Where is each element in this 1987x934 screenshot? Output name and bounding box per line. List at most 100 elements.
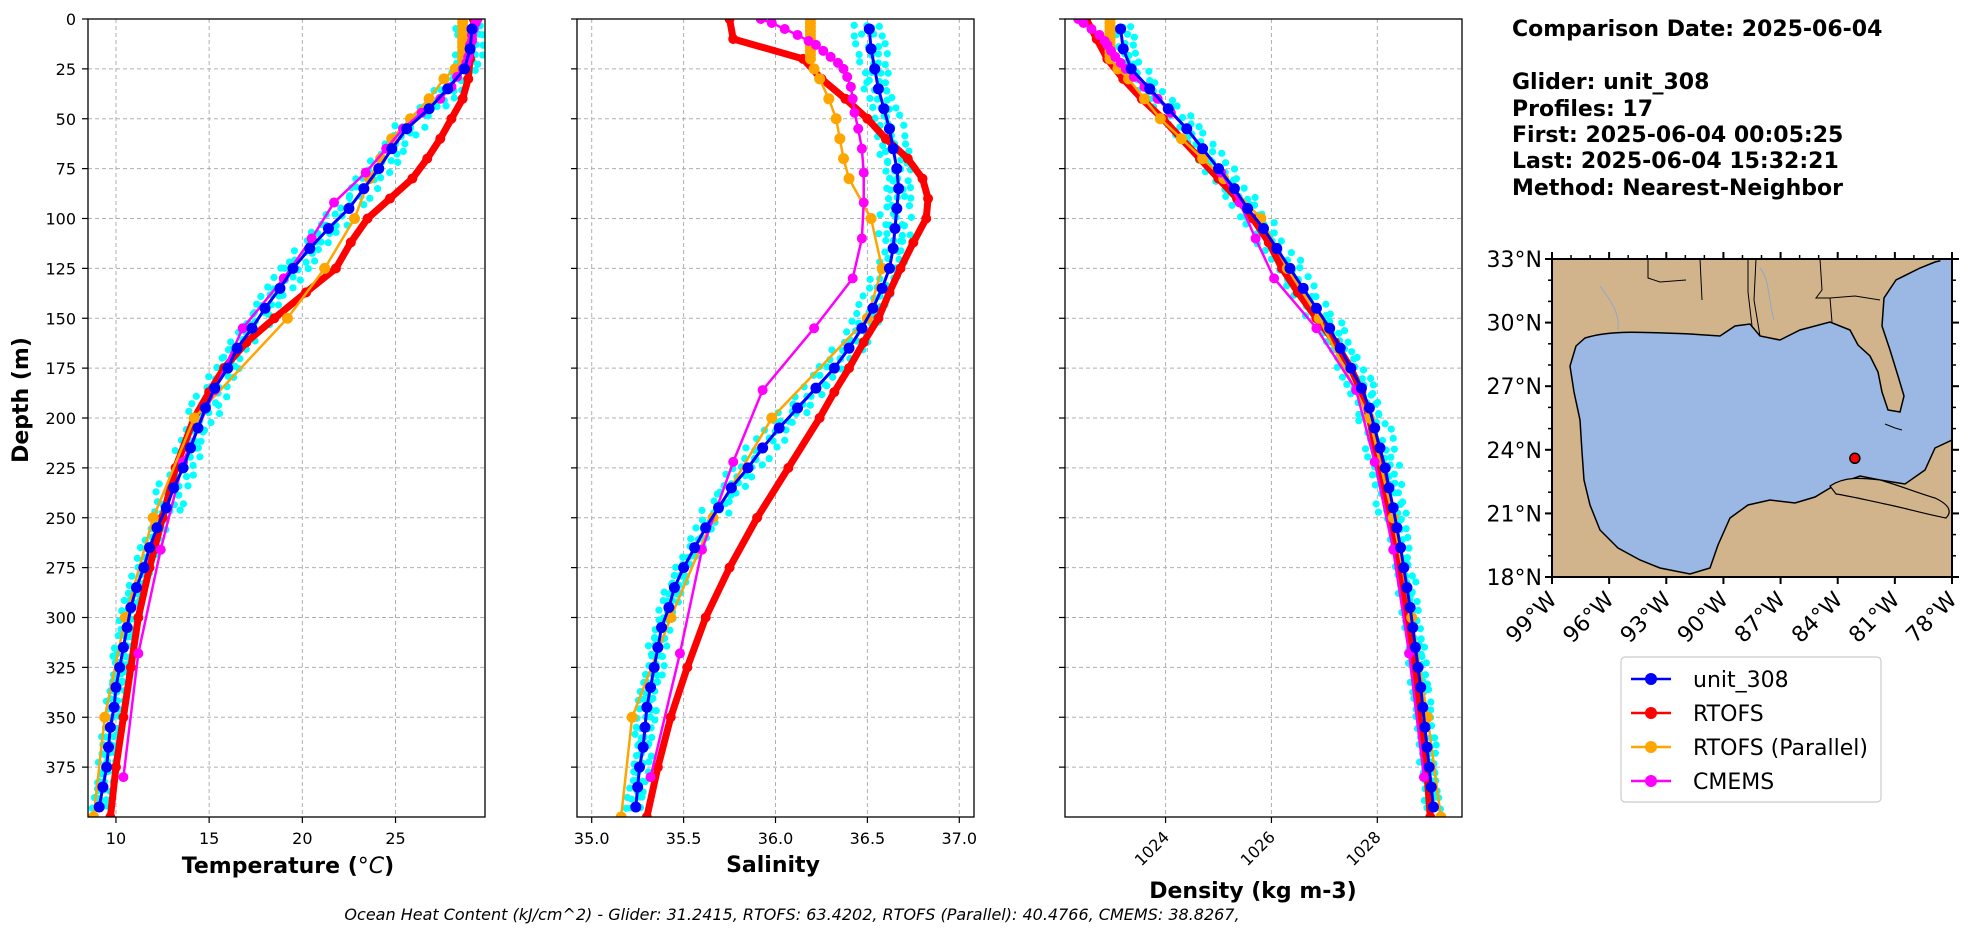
series-point-cmems [728, 456, 739, 467]
legend-marker-rtofs [1645, 707, 1657, 719]
glider-profile-point [651, 716, 659, 724]
series-point-rtofs [829, 387, 840, 398]
glider-profile-point [644, 642, 652, 650]
glider-profile-point [1277, 237, 1285, 245]
glider-profile-point [679, 553, 687, 561]
series-point-cmems [858, 167, 869, 178]
legend-label-unit-308: unit_308 [1693, 668, 1789, 693]
glider-profile-point [1208, 148, 1217, 156]
glider-profile-point [366, 157, 375, 165]
glider-profile-point [220, 353, 228, 361]
glider-profile-point [888, 94, 896, 102]
glider-profile-point [896, 111, 904, 119]
series-point-rtofs-parallel- [423, 93, 435, 105]
glider-profile-point [133, 554, 141, 562]
info-block: Comparison Date: 2025-06-04 Glider: unit… [1512, 17, 1882, 201]
glider-profile-point [881, 248, 889, 256]
series-point-rtofs-parallel- [814, 73, 826, 85]
glider-profile-point [124, 589, 133, 597]
series-point-cmems [306, 233, 317, 244]
glider-profile-point [1338, 373, 1347, 381]
series-point-rtofs [435, 133, 446, 144]
glider-profile-point [1374, 508, 1383, 516]
series-point-unit-308 [199, 402, 211, 414]
series-point-unit-308 [1427, 801, 1439, 813]
glider-profile-point [818, 391, 826, 399]
rivers [1599, 267, 1775, 331]
series-point-unit-308 [458, 63, 470, 75]
glider-profile-point [1353, 353, 1361, 362]
glider-profile-point [179, 500, 188, 508]
series-point-unit-308 [110, 681, 122, 693]
glider-profile-point [345, 191, 354, 200]
series-point-unit-308 [689, 542, 701, 554]
series-point-rtofs [682, 662, 693, 673]
series-point-rtofs [858, 337, 869, 348]
glider-profile-point [1395, 461, 1404, 469]
series-point-rtofs [814, 413, 825, 423]
glider-profile-point [875, 22, 883, 31]
state-borders [1647, 259, 1881, 337]
series-point-rtofs-parallel- [808, 63, 820, 75]
glider-profile-point [1432, 741, 1440, 749]
glider-profile-point [773, 443, 781, 451]
glider-profile-point [289, 284, 297, 292]
series-point-cmems [237, 323, 248, 334]
glider-profile-point [1375, 409, 1383, 418]
series-point-unit-308 [304, 242, 316, 254]
glider-profile-point [1394, 489, 1403, 497]
glider-profile-point [176, 506, 184, 514]
series-point-unit-308 [878, 103, 890, 115]
glider-profile-point [692, 524, 700, 532]
glider-profile-point [128, 572, 136, 580]
series-point-cmems [856, 233, 867, 244]
ocean-heat-content-footer: Ocean Heat Content (kJ/cm^2) - Glider: 3… [344, 905, 1239, 924]
series-point-cmems [810, 39, 821, 50]
series-point-unit-308 [869, 63, 881, 75]
glider-profile-point [855, 300, 863, 309]
y-tick-label: 75 [56, 160, 76, 179]
glider-profile-point [1378, 436, 1387, 445]
series-point-unit-308 [828, 362, 840, 374]
series-point-cmems [825, 51, 836, 62]
y-tick-label: 150 [45, 309, 76, 328]
glider-profile-point [1397, 515, 1405, 523]
series-point-cmems [645, 772, 656, 783]
glider-profile-point [866, 275, 874, 283]
glider-profile-point [360, 201, 368, 209]
glider-profile-point [1358, 375, 1366, 383]
series-point-unit-308 [151, 522, 163, 534]
glider-profile-point [196, 453, 204, 461]
glider-profile-point [879, 141, 887, 150]
glider-profile-point [1123, 30, 1132, 38]
glider-profile-point [337, 204, 345, 212]
series-point-unit-308 [810, 382, 822, 394]
glider-profile-point [451, 51, 460, 59]
series-point-unit-308 [1162, 103, 1174, 115]
series-point-unit-308 [700, 522, 712, 534]
glider-profile-point [274, 301, 283, 309]
x-tick-label: 1026 [1237, 827, 1279, 869]
legend: unit_308 RTOFS RTOFS (Parallel) CMEMS [1620, 656, 1882, 803]
glider-profile-point [670, 571, 678, 580]
glider-profile-point [663, 642, 671, 650]
series-point-cmems [1311, 323, 1322, 334]
glider-profile-point [884, 194, 893, 203]
glider-profile-point [182, 472, 191, 481]
glider-profile-point [1187, 112, 1195, 120]
series-point-rtofs [330, 263, 341, 274]
series-point-cmems [842, 71, 853, 82]
series-point-rtofs-parallel- [804, 53, 816, 65]
y-tick-label: 375 [45, 758, 76, 777]
glider-profile-point [876, 150, 884, 159]
glider-profile-point [207, 418, 215, 427]
glider-profile-point [1343, 380, 1351, 389]
glider-profile-point [374, 185, 382, 193]
glider-profile-point [184, 482, 192, 490]
glider-profile-point [1390, 445, 1398, 453]
series-point-cmems [1086, 23, 1097, 34]
glider-profile-point [881, 79, 890, 87]
glider-profile-point [725, 509, 733, 517]
glider-profile-point [1414, 606, 1422, 614]
